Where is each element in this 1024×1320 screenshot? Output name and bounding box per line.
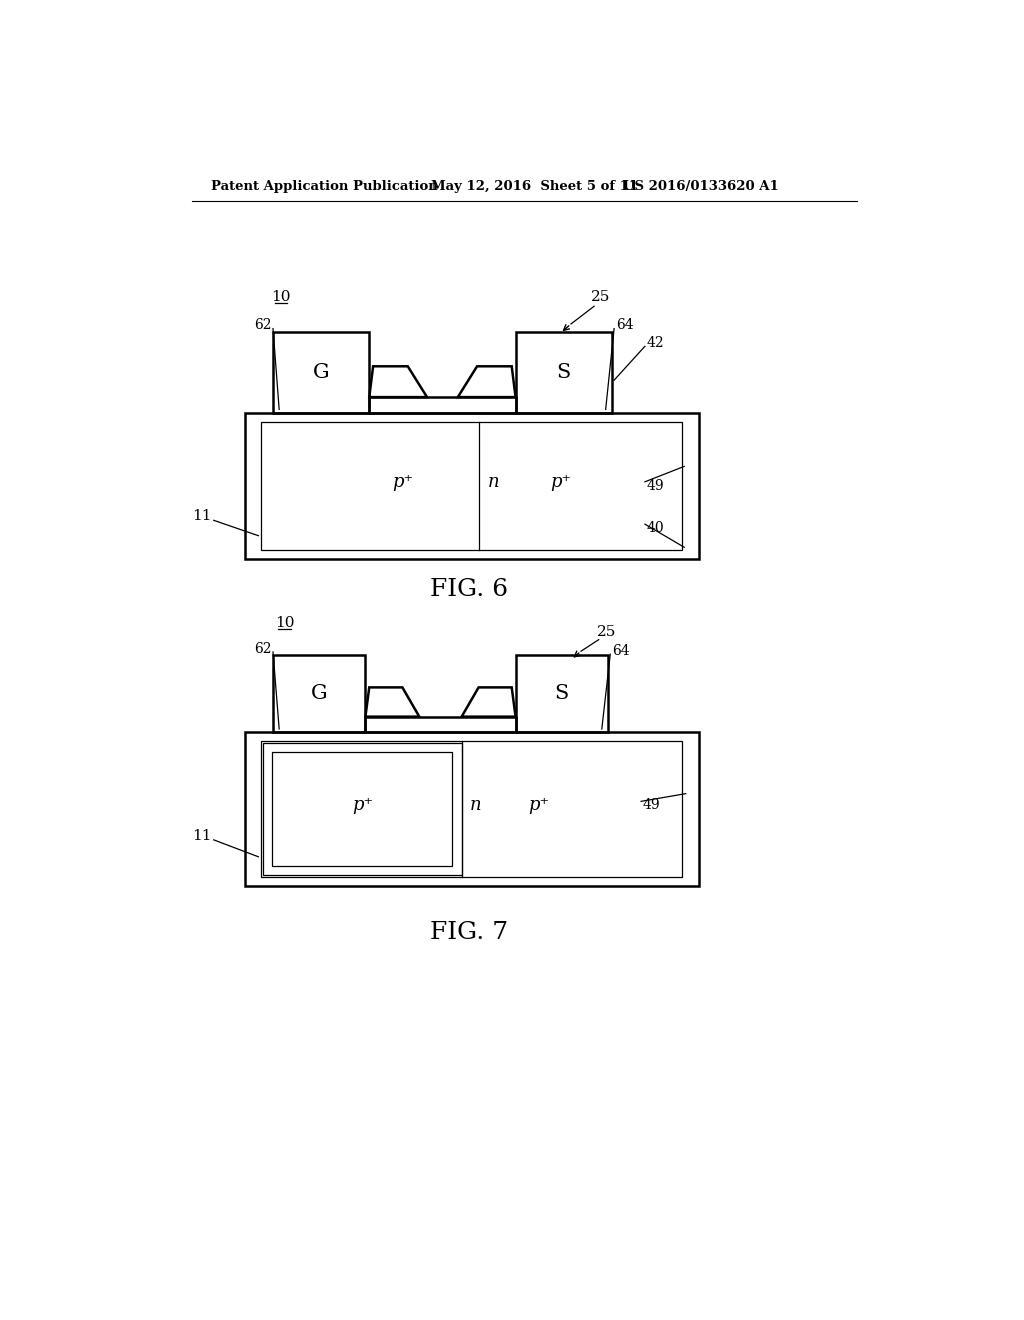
Bar [245,413,698,558]
Text: S: S [556,363,570,381]
Bar [273,331,370,412]
Text: G: G [311,684,328,704]
Text: S: S [555,684,569,704]
Text: p⁺: p⁺ [392,473,413,491]
Text: 11: 11 [193,829,212,843]
Text: n: n [487,473,499,491]
Text: FIG. 6: FIG. 6 [430,578,509,601]
Bar [263,743,462,875]
Text: 49: 49 [643,799,660,812]
Text: 25: 25 [591,290,610,304]
Text: Patent Application Publication: Patent Application Publication [211,181,438,194]
Text: US 2016/0133620 A1: US 2016/0133620 A1 [624,181,779,194]
Text: 62: 62 [254,318,271,333]
Bar [366,717,515,733]
Bar [273,655,366,733]
Text: May 12, 2016  Sheet 5 of 11: May 12, 2016 Sheet 5 of 11 [431,181,638,194]
Text: p⁺: p⁺ [352,796,373,814]
Bar [245,733,698,886]
Text: 10: 10 [274,615,294,630]
Text: n: n [470,796,481,814]
Bar [515,331,611,412]
Bar [261,742,682,876]
Text: 25: 25 [597,624,616,639]
Text: p⁺: p⁺ [550,473,570,491]
Bar [370,397,515,412]
Text: 64: 64 [611,644,630,659]
Bar [515,655,608,733]
Text: 40: 40 [646,521,665,535]
Text: 49: 49 [646,479,665,492]
Text: G: G [312,363,329,381]
Text: 11: 11 [193,510,212,524]
Bar [261,422,682,549]
Text: 42: 42 [646,337,665,350]
Text: p⁺: p⁺ [528,796,549,814]
Text: 64: 64 [615,318,633,333]
Bar [272,752,453,866]
Text: 62: 62 [254,642,271,656]
Text: 10: 10 [271,290,291,304]
Text: FIG. 7: FIG. 7 [430,921,509,944]
